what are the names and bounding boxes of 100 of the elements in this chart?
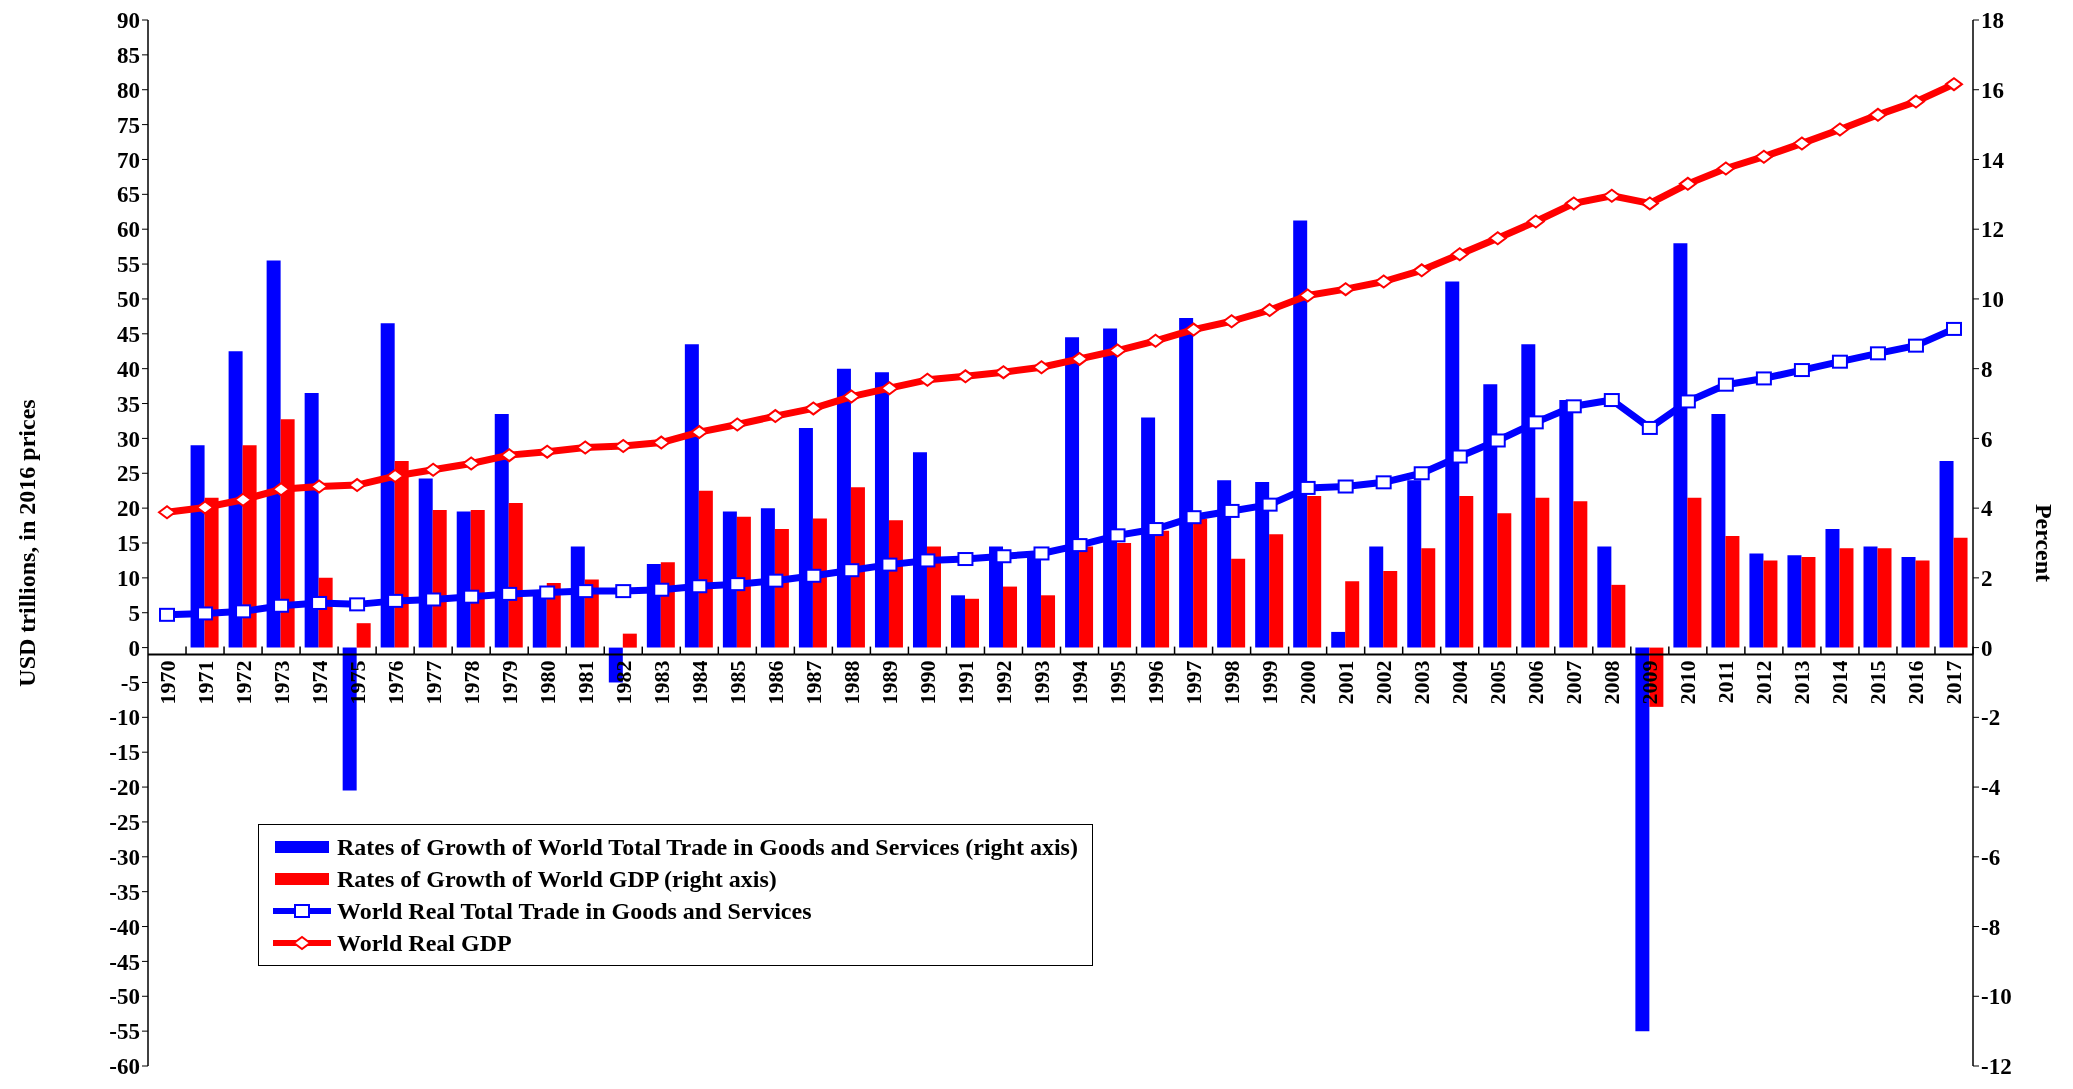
y2-tick-label: 0	[1981, 635, 1993, 661]
point	[615, 584, 632, 599]
point	[1412, 263, 1431, 278]
y-tick-label: 75	[117, 112, 140, 138]
x-tick-label: 1975	[344, 660, 370, 705]
bar	[1711, 413, 1726, 648]
y-tick-label: 15	[117, 531, 140, 557]
point	[1907, 338, 1924, 353]
bar	[698, 490, 713, 648]
bar	[1117, 543, 1132, 648]
x-tick-label: 1998	[1219, 660, 1245, 705]
x-tick-label: 1997	[1181, 660, 1207, 705]
bar	[1901, 556, 1916, 648]
point	[1717, 377, 1734, 392]
point	[653, 582, 670, 597]
y-tick-label: 60	[117, 217, 140, 243]
y-tick-label: 35	[117, 391, 140, 417]
bar	[1877, 548, 1892, 648]
point	[273, 598, 290, 613]
bar	[356, 623, 371, 648]
x-tick-label: 2014	[1827, 660, 1853, 705]
x-tick-label: 2003	[1409, 660, 1435, 705]
point	[1184, 322, 1203, 337]
point	[843, 563, 860, 578]
y-tick-label: 0	[128, 635, 140, 661]
y-tick-label: -10	[109, 705, 140, 731]
x-tick-label: 2002	[1371, 660, 1397, 705]
x-tick-label: 2012	[1751, 660, 1777, 705]
point	[766, 409, 785, 424]
point	[804, 401, 823, 416]
x-tick-label: 2009	[1637, 660, 1663, 705]
point	[1261, 497, 1278, 512]
point	[159, 607, 176, 622]
y-tick-label: 30	[117, 426, 140, 452]
x-tick-label: 2006	[1523, 660, 1549, 705]
point	[501, 586, 518, 601]
point	[690, 425, 709, 440]
y-axis-title: USD trillions, in 2016 prices	[13, 399, 40, 687]
x-tick-label: 1972	[230, 660, 256, 705]
point	[1869, 346, 1886, 361]
y-tick-label: 65	[117, 182, 140, 208]
point	[1071, 538, 1088, 553]
point	[1375, 475, 1392, 490]
bar	[774, 529, 789, 648]
y-tick-label: 80	[117, 77, 140, 103]
point	[1146, 333, 1165, 348]
y2-tick-label: -4	[1981, 775, 2001, 801]
bar	[1915, 560, 1930, 648]
bar	[1763, 560, 1778, 648]
x-tick-label: 2011	[1713, 660, 1739, 704]
point	[235, 604, 252, 619]
x-tick-label: 1977	[420, 660, 446, 705]
bar	[1041, 595, 1056, 648]
y-tick-label: 20	[117, 496, 140, 522]
x-tick-label: 1981	[572, 660, 598, 705]
y-tick-label: -40	[109, 914, 140, 940]
point	[1222, 314, 1241, 329]
bar	[470, 509, 485, 648]
point	[880, 381, 899, 396]
point	[1602, 188, 1621, 203]
point	[1945, 321, 1962, 336]
point	[1679, 394, 1696, 409]
x-tick-label: 2016	[1903, 660, 1929, 705]
point	[539, 585, 556, 600]
y2-axis-title: Percent	[2031, 503, 2058, 583]
point	[994, 365, 1013, 380]
point	[919, 553, 936, 568]
x-tick-label: 1983	[648, 660, 674, 705]
bar	[1459, 495, 1474, 648]
x-tick-label: 1982	[610, 660, 636, 705]
y-tick-label: -35	[109, 879, 140, 905]
y-tick-label: 10	[117, 566, 140, 592]
y2-tick-label: 16	[1981, 77, 2004, 103]
y2-tick-label: 8	[1981, 356, 1993, 382]
point	[1451, 449, 1468, 464]
bar	[1597, 546, 1612, 648]
bar	[736, 516, 751, 648]
x-tick-label: 1973	[268, 660, 294, 705]
x-tick-label: 1985	[724, 660, 750, 705]
point	[1488, 231, 1507, 246]
y2-tick-label: 6	[1981, 426, 1993, 452]
x-tick-label: 1996	[1143, 660, 1169, 705]
bar	[1331, 631, 1346, 648]
point	[387, 593, 404, 608]
bar	[888, 520, 903, 648]
bar	[432, 509, 447, 648]
x-tick-label: 1990	[914, 660, 940, 705]
bar	[1193, 518, 1208, 648]
point	[425, 592, 442, 607]
bar	[1953, 537, 1968, 648]
legend-label: Rates of Growth of World Total Trade in Goods and Services (right axis)	[337, 833, 1078, 861]
y-tick-label: 90	[117, 8, 140, 34]
y-tick-label: 50	[117, 287, 140, 313]
bar	[1369, 546, 1384, 648]
point	[1792, 136, 1811, 151]
x-tick-label: 2008	[1599, 660, 1625, 705]
bar	[1687, 497, 1702, 648]
y-tick-label: -5	[120, 670, 140, 696]
x-tick-label: 1970	[154, 660, 180, 705]
x-tick-label: 1989	[876, 660, 902, 705]
